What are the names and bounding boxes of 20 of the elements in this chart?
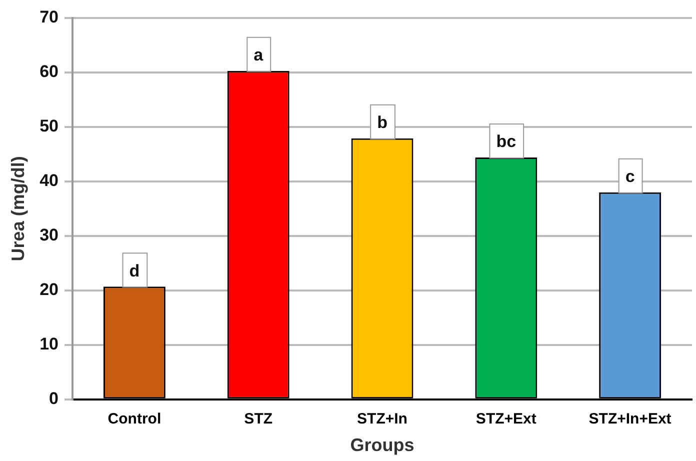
y-axis-title: Urea (mg/dl) xyxy=(8,156,28,262)
y-tick-label: 40 xyxy=(40,171,59,190)
x-tick-label: STZ+In xyxy=(357,410,408,428)
y-tick-label: 20 xyxy=(40,280,59,300)
y-tick-label: 70 xyxy=(40,8,59,27)
y-tick-label: 0 xyxy=(49,389,59,408)
x-tick-label: STZ+In+Ext xyxy=(588,410,672,428)
annotation: c xyxy=(625,167,635,186)
y-tick-label: 50 xyxy=(40,116,59,136)
annotation: d xyxy=(129,261,140,280)
y-tick-label: 60 xyxy=(40,62,59,82)
annotation: b xyxy=(377,113,388,132)
annotation: a xyxy=(254,46,264,65)
x-tick-label: STZ xyxy=(244,410,273,428)
x-tick-label: STZ+Ext xyxy=(476,410,536,428)
y-tick-label: 10 xyxy=(40,334,59,354)
annotation: bc xyxy=(496,132,516,152)
y-tick-label: 30 xyxy=(40,226,59,245)
x-axis-title: Groups xyxy=(350,435,414,456)
x-tick-label: Control xyxy=(108,410,162,428)
